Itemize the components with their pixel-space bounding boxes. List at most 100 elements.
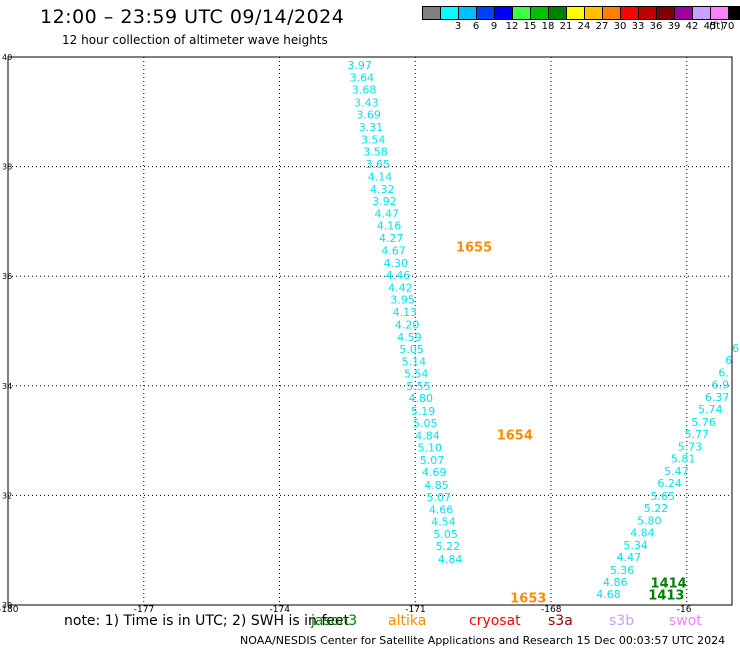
satellite-legend-item: jason3 [311,613,358,629]
color-scale-tick-label: 3 [454,21,462,32]
color-scale-tick-label: 36 [649,21,663,32]
color-swatch [512,6,530,20]
color-swatch [422,6,440,20]
page-subtitle: 12 hour collection of altimeter wave hei… [62,33,328,47]
swh-value-label: 5.81 [671,453,696,466]
satellite-legend-item: swot [669,613,702,629]
color-scale-unit: (ft) [709,21,725,32]
lat-tick-label: 30 [2,601,12,610]
lat-tick-label: 38 [2,163,12,172]
lat-tick-label: 40 [2,53,12,62]
color-swatch [620,6,638,20]
swh-value-label: 4.69 [422,466,447,479]
swh-value-label: 4.68 [596,588,621,601]
altimeter-tracks: 3.973.643.683.433.693.313.543.583.654.14… [347,59,739,601]
pass-time-label: 1655 [456,241,492,256]
color-swatch [440,6,458,20]
lon-tick-label: -180 [0,605,19,615]
swh-value-label: 4.14 [368,170,393,183]
satellite-legend-item: s3b [609,613,635,629]
swh-value-label: 5.07 [420,454,445,467]
color-swatch [584,6,602,20]
color-scale-tick-label: 39 [667,21,681,32]
color-swatch [728,6,740,20]
lat-tick-label: 32 [2,491,12,500]
swh-value-label: 4.30 [384,257,409,270]
lon-tick-label: -171 [405,605,425,615]
swh-value-label: 6 [732,342,739,355]
lon-tick-label: -174 [270,605,291,615]
swh-value-label: 4.84 [630,527,655,540]
swh-value-label: 4.27 [379,232,404,245]
swh-value-label: 5.14 [402,356,427,369]
color-swatch [458,6,476,20]
lat-tick-label: 34 [2,382,12,391]
color-scale-tick-label: 24 [577,21,591,32]
color-swatch [530,6,548,20]
color-scale-tick-label: 15 [523,21,537,32]
swh-value-label: 5.77 [684,428,709,441]
swh-value-label: 5.05 [433,528,458,541]
satellite-legend-item: cryosat [469,613,521,629]
satellite-legend-item: s3a [548,613,573,629]
swh-value-label: 3.69 [356,108,381,121]
color-scale-tick-label: 33 [631,21,645,32]
map-tick-labels: -180 -177 -174 -171 -168 -16 30 32 34 36 38 40 [0,53,692,615]
color-swatch [548,6,566,20]
swh-value-label: 4.84 [415,430,440,443]
color-scale-tick-label: 21 [559,21,573,32]
swh-value-label: 5.10 [418,442,443,455]
swh-value-label: 3.97 [347,59,372,72]
swh-value-label: 5.65 [651,490,676,503]
swh-value-label: 4.20 [395,318,420,331]
color-swatch [674,6,692,20]
swh-value-label: 4.47 [375,208,400,221]
color-scale-tick-label: 27 [595,21,609,32]
swh-value-label: 6. [718,366,729,379]
color-swatch [476,6,494,20]
swh-value-label: 6.37 [705,391,730,404]
swh-value-label: 5.22 [436,540,461,553]
color-scale-tick-label: 18 [541,21,555,32]
swh-value-label: 4.42 [388,282,413,295]
color-scale-tick-label: 42 [685,21,699,32]
swh-value-label: 4.32 [370,183,395,196]
color-swatch [692,6,710,20]
swh-value-label: 5.34 [623,539,648,552]
swh-value-label: 6.24 [657,477,682,490]
pass-time-label: 1414 [651,576,687,591]
color-scale-legend [422,6,740,20]
lon-tick-label: -177 [134,605,154,615]
color-swatch [710,6,728,20]
swh-value-label: 4.59 [397,331,422,344]
map-grid [7,56,733,606]
swh-value-label: 5.74 [698,403,723,416]
color-scale-tick-label: 30 [613,21,627,32]
swh-value-label: 4.13 [393,306,418,319]
note-text: note: 1) Time is in UTC; 2) SWH is in fe… [64,613,350,629]
lat-tick-label: 36 [2,272,12,281]
swh-value-label: 5.05 [399,343,424,356]
color-swatch [566,6,584,20]
swh-value-label: 3.92 [372,195,397,208]
lon-tick-label: -16 [677,605,692,615]
swh-value-label: 5.05 [413,417,438,430]
swh-value-label: 3.58 [363,146,388,159]
swh-value-label: 6 [725,354,732,367]
swh-value-label: 3.43 [354,96,379,109]
color-scale-tick-label: 6 [472,21,480,32]
color-scale-tick-label: 12 [505,21,519,32]
swh-value-label: 3.31 [359,121,384,134]
color-swatch [602,6,620,20]
page-title: 12:00 – 23:59 UTC 09/14/2024 [40,6,345,28]
swh-value-label: 6.9 [712,379,730,392]
color-swatch [638,6,656,20]
swh-value-label: 4.54 [431,516,456,529]
footer-credit: NOAA/NESDIS Center for Satellite Applica… [240,634,726,647]
swh-value-label: 5.80 [637,514,662,527]
swh-value-label: 5.07 [427,491,452,504]
color-scale-tick-label: 9 [490,21,498,32]
color-swatch [494,6,512,20]
pass-time-label: 1654 [497,429,533,444]
